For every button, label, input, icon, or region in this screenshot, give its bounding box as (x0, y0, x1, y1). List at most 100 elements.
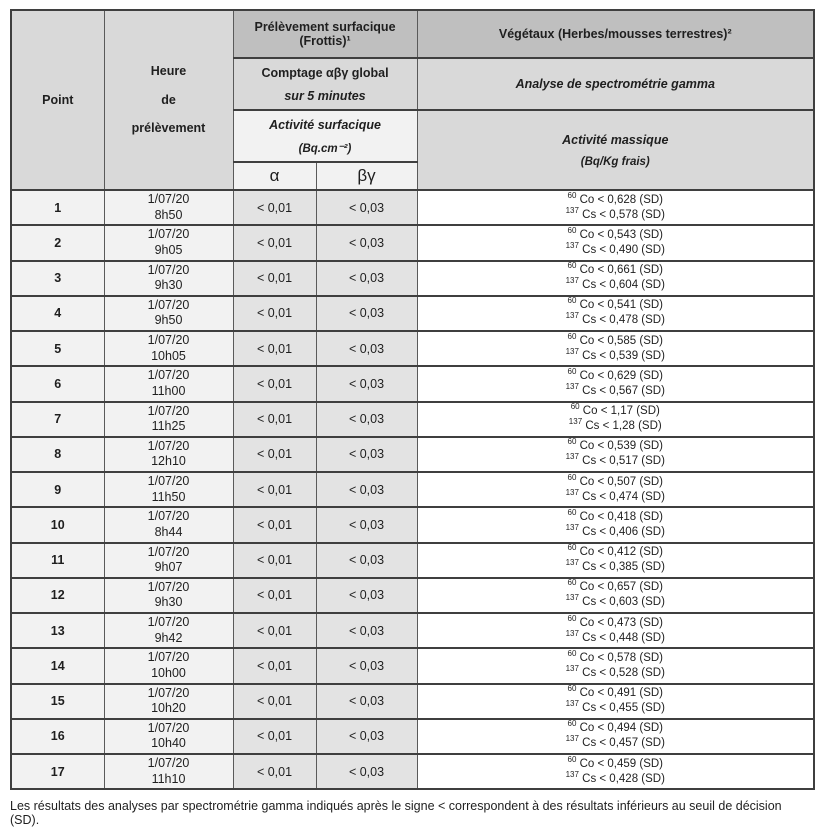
co60-value: 60 Co < 0,578 (SD) (567, 649, 664, 664)
sample-date: 1/07/20 (147, 262, 190, 277)
alpha-activity-cell: < 0,01 (232, 400, 317, 438)
header-alpha-symbol: α (232, 161, 317, 191)
table-row: 17 1/07/20 11h10 < 0,01 < 0,03 60 Co < 0,459 … (10, 752, 815, 791)
header-row-symbols: α βγ (11, 161, 814, 191)
sample-time: 10h40 (151, 736, 186, 751)
cs137-value: 137 Cs < 0,578 (SD) (565, 205, 665, 221)
sample-date: 1/07/20 (147, 403, 190, 418)
table-row: 15 1/07/20 10h20 < 0,01 < 0,03 60 Co < 0,491 … (10, 682, 815, 720)
gamma-spectrometry-cell: 60 Co < 0,585 (SD) 137 Cs < 0,539 (SD) (416, 329, 815, 368)
beta-gamma-activity-cell: < 0,03 (315, 365, 418, 403)
cs137-value: 137 Cs < 0,478 (SD) (565, 311, 665, 327)
beta-gamma-activity-cell: < 0,03 (315, 752, 418, 791)
beta-gamma-activity-cell: < 0,03 (315, 506, 418, 544)
co60-value: 60 Co < 0,657 (SD) (567, 578, 664, 594)
alpha-activity-cell: < 0,01 (232, 224, 317, 262)
decision-threshold-footnote: Les résultats des analyses par spectromé… (10, 799, 782, 827)
co60-value: 60 Co < 1,17 (SD) (570, 402, 660, 418)
cs137-value: 137 Cs < 0,567 (SD) (565, 382, 665, 397)
cs137-value: 137 Cs < 0,385 (SD) (565, 558, 665, 574)
cs137-value: 137 Cs < 0,406 (SD) (565, 523, 665, 538)
beta-gamma-activity-cell: < 0,03 (315, 435, 418, 474)
point-cell: 9 (10, 470, 105, 509)
header-point-label: Point (42, 93, 74, 107)
alpha-activity-cell: < 0,01 (232, 717, 317, 756)
co60-value: 60 Co < 0,539 (SD) (567, 437, 664, 453)
sample-date: 1/07/20 (147, 579, 190, 594)
beta-gamma-activity-cell: < 0,03 (315, 541, 418, 579)
surface-activity-unit: (Bq.cm⁻²) (298, 142, 352, 155)
alpha-activity-cell: < 0,01 (232, 435, 317, 474)
table-row: 2 1/07/20 9h05 < 0,01 < 0,03 60 Co < 0,543 (S… (10, 224, 815, 262)
point-cell: 4 (10, 294, 105, 333)
point-cell: 15 (10, 682, 105, 720)
sample-time: 9h50 (154, 313, 183, 328)
alpha-activity-cell: < 0,01 (232, 752, 317, 791)
sample-datetime-cell: 1/07/20 10h40 (103, 717, 234, 756)
mass-activity-line1: Activité massique (562, 132, 669, 147)
cs137-value: 137 Cs < 0,539 (SD) (565, 346, 665, 362)
point-cell: 10 (10, 506, 105, 544)
gamma-spectrometry-cell: 60 Co < 0,661 (SD) 137 Cs < 0,604 (SD) (416, 259, 815, 297)
table-row: 9 1/07/20 11h50 < 0,01 < 0,03 60 Co < 0,507 (… (10, 470, 815, 509)
header-surface-activity: Activité surfacique (Bq.cm⁻²) (232, 109, 418, 163)
header-counting: Comptage αβγ global sur 5 minutes (232, 57, 418, 111)
sample-datetime-cell: 1/07/20 10h05 (103, 329, 234, 368)
co60-value: 60 Co < 0,585 (SD) (567, 331, 664, 347)
table-row: 16 1/07/20 10h40 < 0,01 < 0,03 60 Co < 0,494 … (10, 717, 815, 756)
surface-group-line2: (Frottis)¹ (299, 34, 351, 48)
point-cell: 13 (10, 611, 105, 650)
cs137-value: 137 Cs < 0,517 (SD) (565, 452, 665, 468)
header-mass-activity: Activité massique (Bq/Kg frais) (416, 109, 815, 191)
sample-date: 1/07/20 (147, 720, 190, 735)
co60-value: 60 Co < 0,491 (SD) (567, 684, 664, 700)
counting-line1: Comptage αβγ global (261, 65, 389, 80)
co60-value: 60 Co < 0,661 (SD) (567, 261, 664, 277)
table-body: 1 1/07/20 8h50 < 0,01 < 0,03 60 Co < 0,628 (S… (10, 188, 815, 791)
cs137-value: 137 Cs < 0,604 (SD) (565, 276, 665, 292)
beta-gamma-activity-cell: < 0,03 (315, 224, 418, 262)
gamma-analysis-label: Analyse de spectrométrie gamma (515, 77, 715, 91)
table-row: 10 1/07/20 8h44 < 0,01 < 0,03 60 Co < 0,418 (… (10, 506, 815, 544)
sample-date: 1/07/20 (147, 297, 190, 312)
mass-activity-unit: (Bq/Kg frais) (580, 155, 650, 168)
beta-gamma-activity-cell: < 0,03 (315, 329, 418, 368)
sample-datetime-cell: 1/07/20 12h10 (103, 435, 234, 474)
table-row: 8 1/07/20 12h10 < 0,01 < 0,03 60 Co < 0,539 (… (10, 435, 815, 474)
header-sample-time: Heure de prélèvement (103, 9, 234, 191)
sample-date: 1/07/20 (147, 192, 190, 206)
sample-date: 1/07/20 (147, 368, 190, 383)
beta-gamma-activity-cell: < 0,03 (315, 611, 418, 650)
beta-gamma-activity-cell: < 0,03 (315, 294, 418, 333)
point-cell: 14 (10, 647, 105, 685)
point-cell: 16 (10, 717, 105, 756)
co60-value: 60 Co < 0,543 (SD) (567, 226, 664, 241)
table-header: Point Heure de prélèvement Prélèvement s… (10, 9, 815, 191)
sample-datetime-cell: 1/07/20 10h20 (103, 682, 234, 720)
cs137-value: 137 Cs < 0,603 (SD) (565, 593, 665, 609)
beta-gamma-symbol: βγ (357, 166, 376, 185)
sample-date: 1/07/20 (147, 685, 190, 700)
sample-datetime-cell: 1/07/20 9h30 (103, 576, 234, 615)
co60-value: 60 Co < 0,459 (SD) (567, 754, 664, 770)
co60-value: 60 Co < 0,629 (SD) (567, 367, 664, 382)
table-row: 12 1/07/20 9h30 < 0,01 < 0,03 60 Co < 0,657 (… (10, 576, 815, 615)
cs137-value: 137 Cs < 0,474 (SD) (565, 487, 665, 503)
sample-time: 9h30 (154, 595, 183, 610)
sample-date: 1/07/20 (147, 650, 190, 665)
sample-time: 9h42 (154, 630, 183, 645)
beta-gamma-activity-cell: < 0,03 (315, 682, 418, 720)
cs137-value: 137 Cs < 0,490 (SD) (565, 241, 665, 256)
cs137-value: 137 Cs < 0,448 (SD) (565, 628, 665, 644)
header-point: Point (10, 9, 105, 191)
sample-date: 1/07/20 (147, 509, 190, 524)
co60-value: 60 Co < 0,541 (SD) (567, 296, 664, 312)
sample-datetime-cell: 1/07/20 11h50 (103, 470, 234, 509)
gamma-spectrometry-cell: 60 Co < 0,543 (SD) 137 Cs < 0,490 (SD) (416, 224, 815, 262)
sample-date: 1/07/20 (147, 333, 190, 347)
sample-datetime-cell: 1/07/20 9h05 (103, 224, 234, 262)
alpha-activity-cell: < 0,01 (232, 611, 317, 650)
cs137-value: 137 Cs < 0,428 (SD) (565, 769, 665, 785)
point-cell: 3 (10, 259, 105, 297)
vegetaux-group-label: Végétaux (Herbes/mousses terrestres)² (498, 27, 732, 41)
